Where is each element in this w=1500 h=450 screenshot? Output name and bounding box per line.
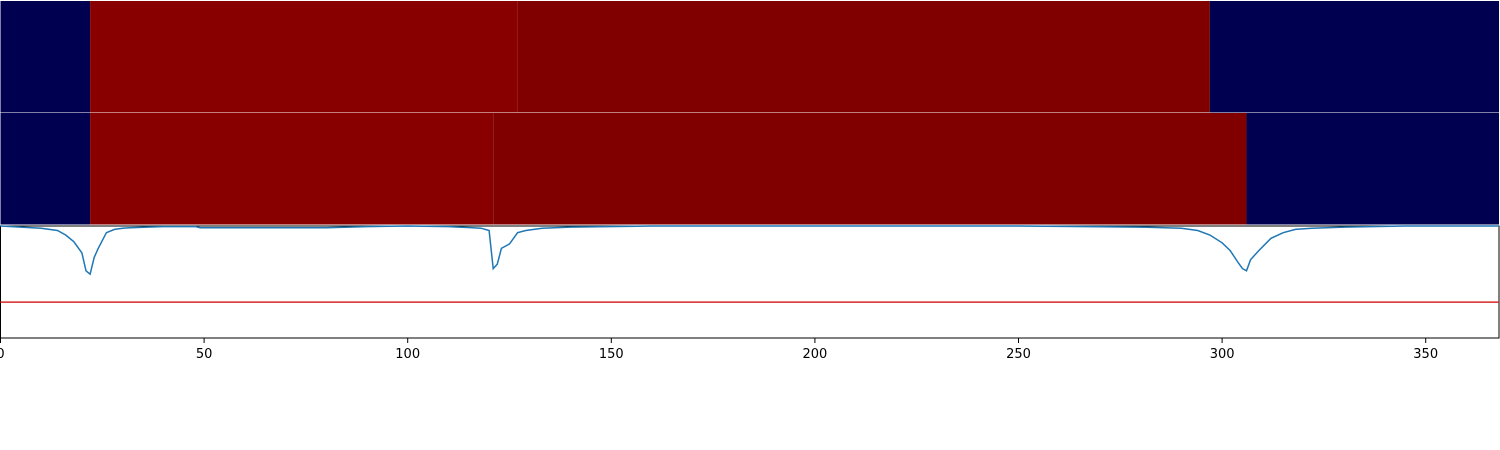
heatmap-segment <box>90 113 494 225</box>
heatmap-segment <box>0 113 91 225</box>
heatmap-segment <box>0 1 91 113</box>
line-panel <box>0 225 1500 339</box>
x-tick-label: 150 <box>599 347 624 362</box>
x-tick-label: 200 <box>802 347 827 362</box>
heatmap-segment <box>1246 113 1499 225</box>
heatmap-segment <box>517 1 1210 113</box>
x-tick-label: 300 <box>1210 347 1235 362</box>
heatmap-rows <box>0 1 1499 225</box>
x-tick-label: 50 <box>196 347 213 362</box>
x-tick-label: 350 <box>1413 347 1438 362</box>
signal-line <box>0 225 1499 276</box>
heatmap-row-1 <box>0 1 1499 113</box>
x-tick-label: 100 <box>395 347 420 362</box>
heatmap-segment <box>90 1 518 113</box>
heatmap-segment <box>493 113 1247 225</box>
heatmap-segment <box>1209 1 1499 113</box>
line-panel-frame <box>0 225 1500 339</box>
heatmap-row-2 <box>0 113 1499 225</box>
x-tick-label: 0 <box>0 347 5 362</box>
x-tick-label: 250 <box>1006 347 1031 362</box>
x-axis: 0 50 100 150 200 250 300 350 <box>0 338 1438 362</box>
